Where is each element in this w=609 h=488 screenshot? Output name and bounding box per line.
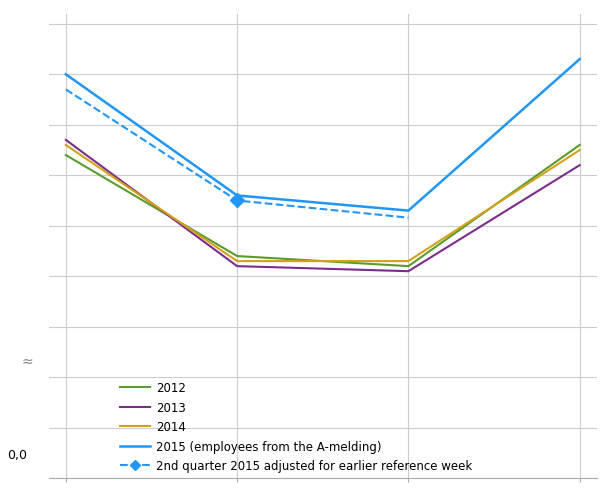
- Text: 0,0: 0,0: [7, 448, 27, 461]
- Text: ≈: ≈: [21, 354, 33, 368]
- Legend: 2012, 2013, 2014, 2015 (employees from the A-melding), 2nd quarter 2015 adjusted: 2012, 2013, 2014, 2015 (employees from t…: [121, 382, 472, 472]
